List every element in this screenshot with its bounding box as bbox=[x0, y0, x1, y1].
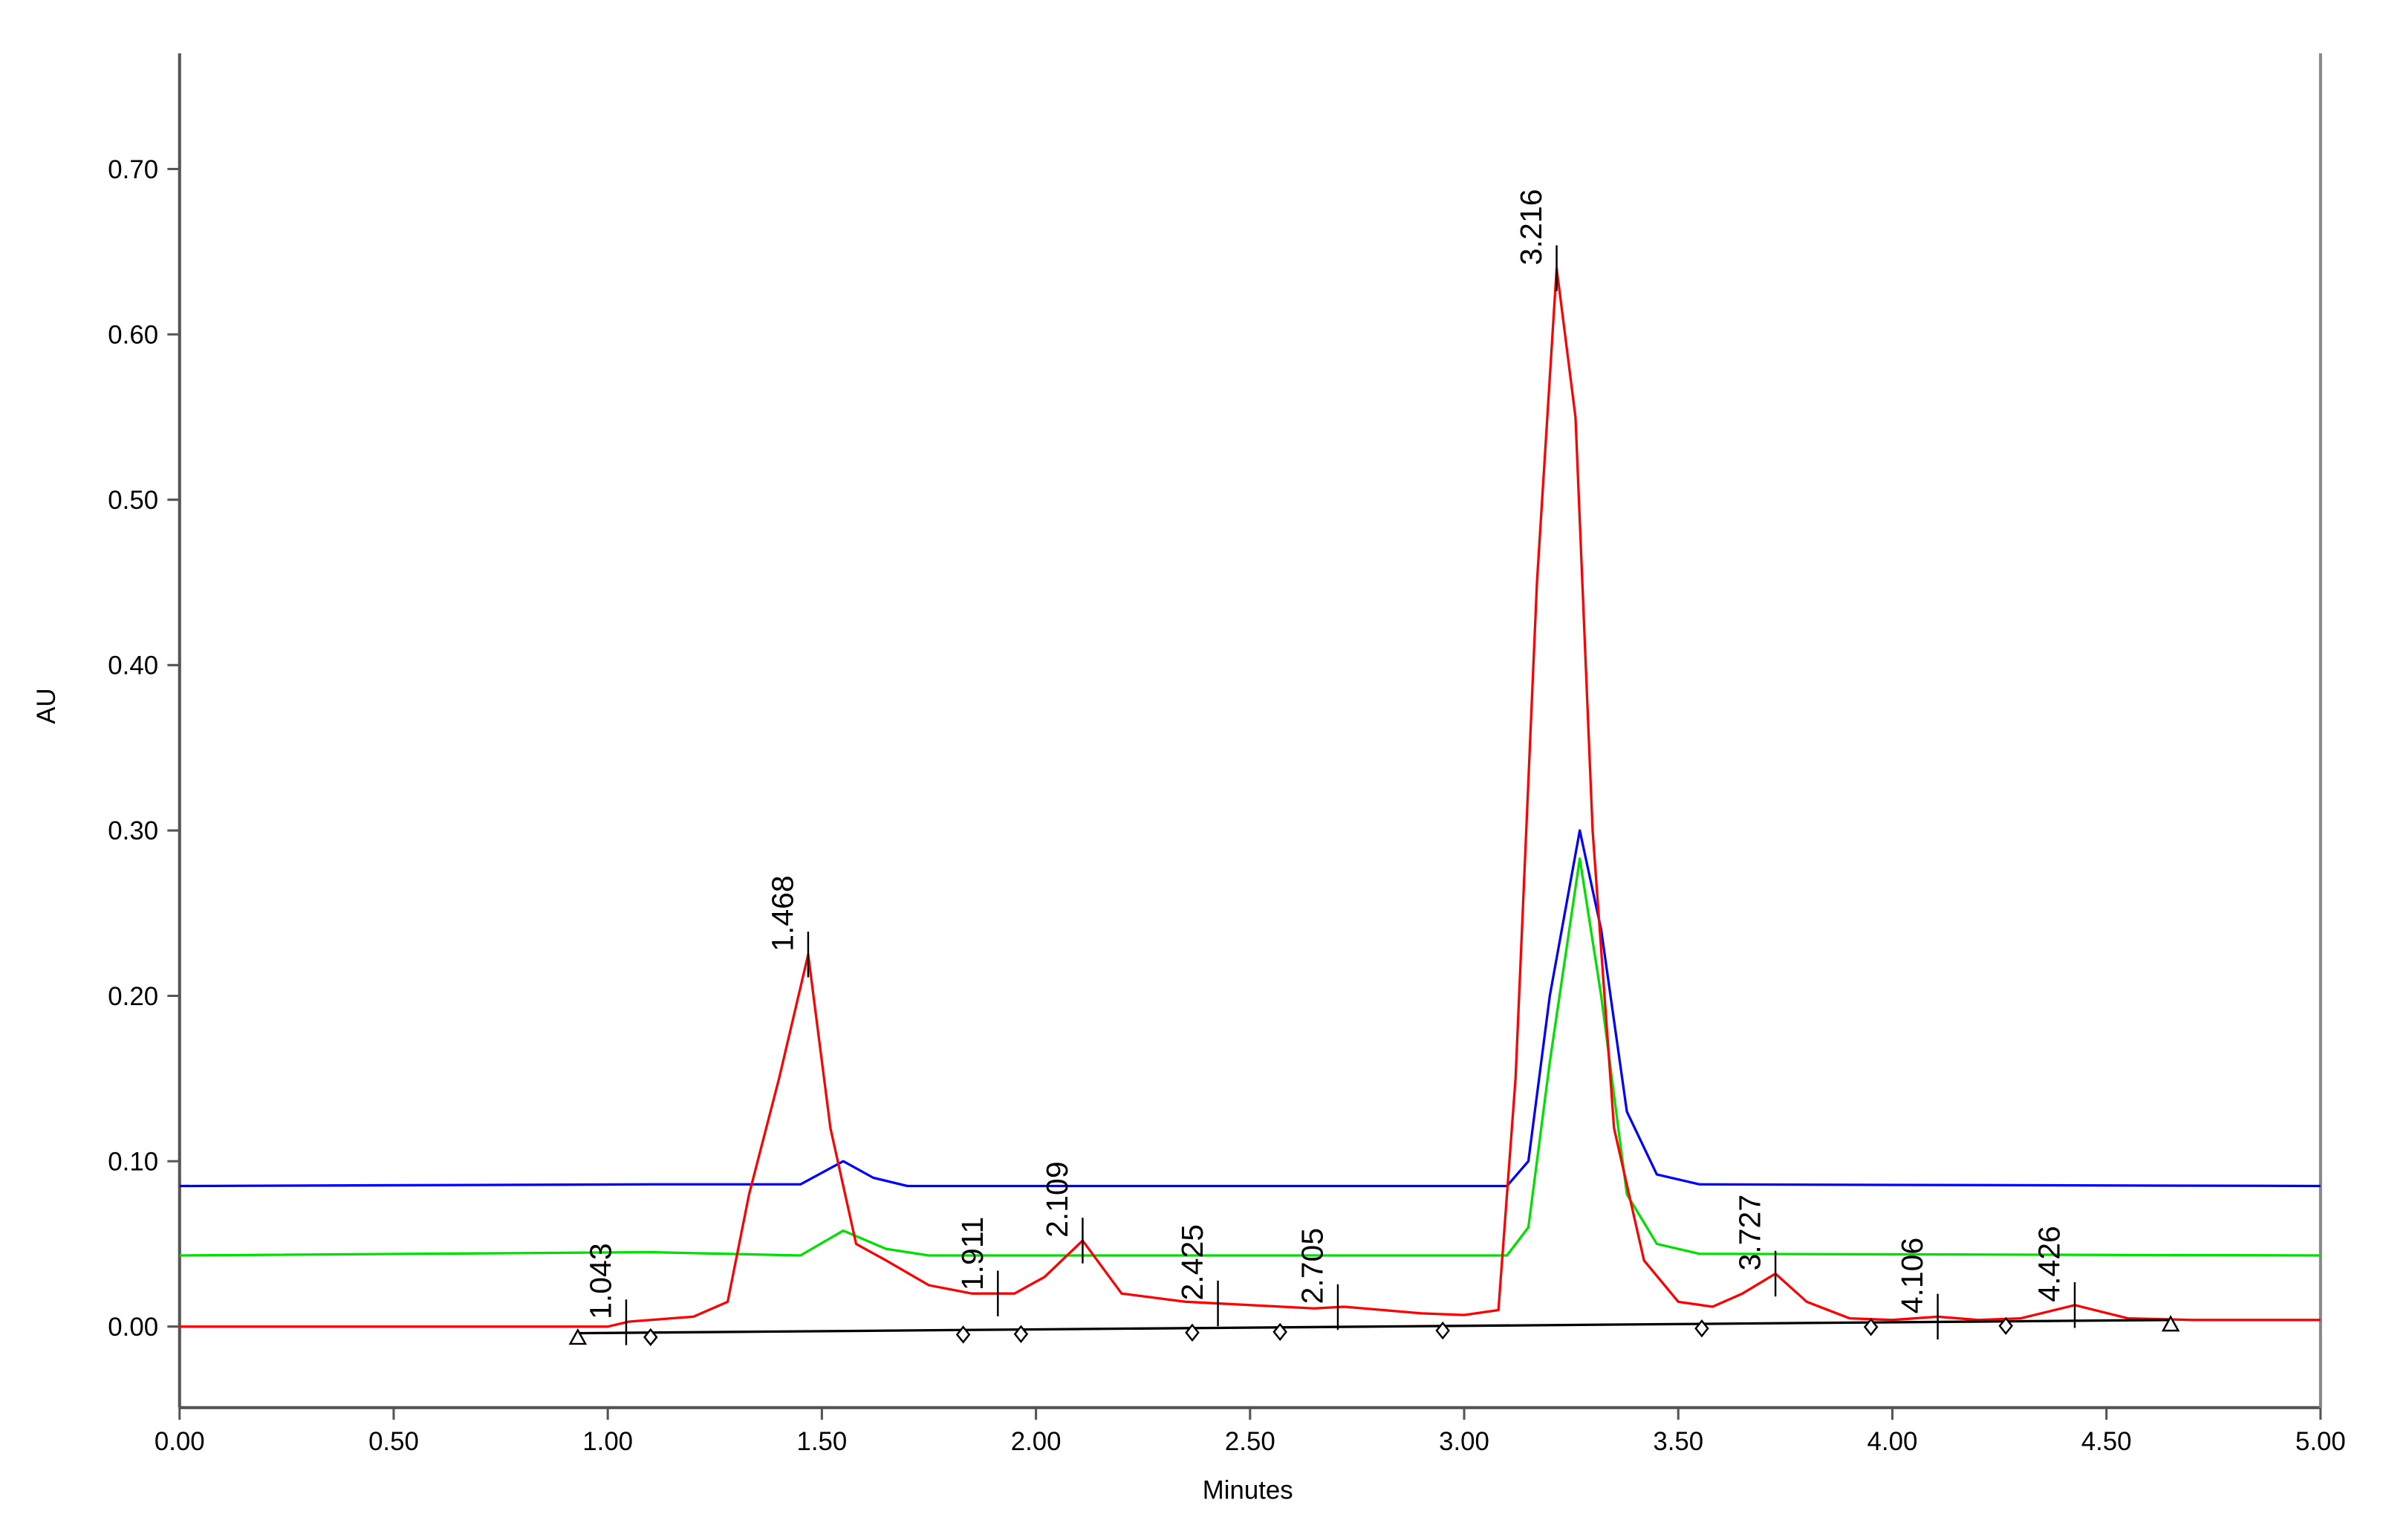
y-tick-label: 0.50 bbox=[108, 486, 158, 515]
x-tick-label: 2.00 bbox=[1011, 1427, 1062, 1456]
y-tick-label: 0.20 bbox=[108, 982, 158, 1011]
integration-marker bbox=[643, 1328, 658, 1347]
y-axis-title: AU bbox=[32, 688, 61, 724]
peak-label: 3.727 bbox=[1733, 1195, 1767, 1270]
x-tick-label: 0.50 bbox=[368, 1427, 419, 1456]
peak-label: 2.705 bbox=[1295, 1228, 1329, 1304]
peak-label: 2.425 bbox=[1175, 1224, 1209, 1300]
y-tick-label: 0.10 bbox=[108, 1147, 158, 1176]
peak-label: 1.043 bbox=[583, 1243, 617, 1319]
integration-marker bbox=[1272, 1322, 1287, 1342]
integration-marker bbox=[1998, 1316, 2013, 1336]
x-tick-label: 4.50 bbox=[2081, 1427, 2132, 1456]
integration-marker bbox=[1435, 1321, 1450, 1340]
y-tick-label: 0.40 bbox=[108, 652, 158, 680]
x-tick-label: 2.50 bbox=[1225, 1427, 1275, 1456]
integration-marker bbox=[1863, 1318, 1879, 1336]
x-axis-title: Minutes bbox=[1203, 1476, 1293, 1505]
integration-marker bbox=[2161, 1315, 2180, 1332]
series-line bbox=[179, 857, 2321, 1257]
x-tick-label: 3.00 bbox=[1439, 1427, 1489, 1456]
x-tick-label: 1.50 bbox=[797, 1427, 848, 1456]
x-tick-label: 1.00 bbox=[582, 1427, 633, 1456]
integration-marker bbox=[1185, 1323, 1200, 1342]
x-tick-label: 3.50 bbox=[1653, 1427, 1703, 1456]
peak-label: 1.468 bbox=[765, 875, 799, 951]
peak-label: 4.426 bbox=[2032, 1226, 2067, 1302]
peak-label: 3.216 bbox=[1514, 189, 1548, 264]
series-line bbox=[179, 267, 2321, 1328]
y-tick-label: 0.30 bbox=[108, 816, 158, 845]
integration-marker bbox=[1694, 1319, 1709, 1338]
series-line bbox=[577, 1319, 2171, 1335]
x-tick-label: 4.00 bbox=[1867, 1427, 1918, 1456]
x-tick-label: 5.00 bbox=[2295, 1427, 2346, 1456]
y-tick-label: 0.70 bbox=[108, 155, 158, 184]
integration-marker bbox=[1013, 1325, 1029, 1344]
integration-marker bbox=[568, 1328, 588, 1345]
x-tick-label: 0.00 bbox=[155, 1427, 205, 1456]
y-tick-label: 0.00 bbox=[108, 1313, 158, 1342]
integration-marker bbox=[955, 1325, 971, 1344]
peak-label: 4.106 bbox=[1895, 1238, 1929, 1313]
peak-label: 2.109 bbox=[1040, 1161, 1074, 1237]
peak-label: 1.911 bbox=[955, 1217, 989, 1290]
series-line bbox=[179, 829, 2321, 1188]
y-tick-label: 0.60 bbox=[108, 320, 158, 349]
